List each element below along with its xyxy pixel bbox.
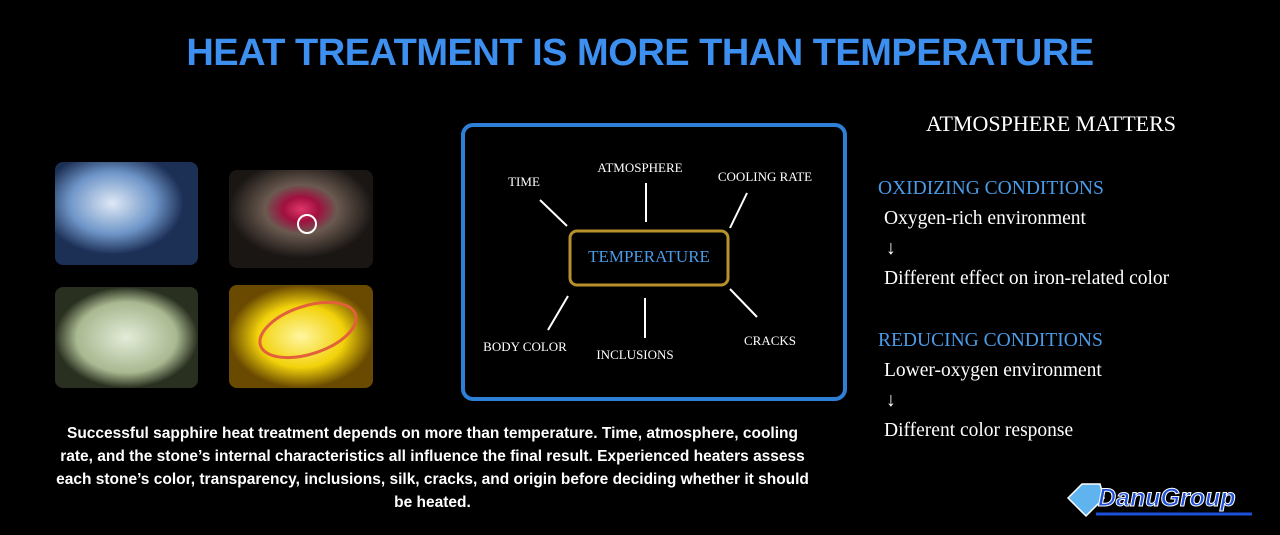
factor-label: ATMOSPHERE xyxy=(597,160,683,175)
logo: DanuGroup xyxy=(1098,484,1236,513)
diagram-frame xyxy=(461,123,847,401)
factor-label: BODY COLOR xyxy=(483,339,567,354)
section-arrow: ↓ xyxy=(886,390,896,411)
factor-label: TIME xyxy=(508,174,540,189)
photo xyxy=(55,287,198,388)
spoke xyxy=(729,192,748,229)
center-box xyxy=(568,229,730,287)
photo xyxy=(55,162,198,265)
section-heading: OXIDIZING CONDITIONS xyxy=(878,178,1104,199)
description: Successful sapphire heat treatment depen… xyxy=(56,425,809,511)
spoke xyxy=(539,199,568,227)
title: HEAT TREATMENT IS MORE THAN TEMPERATURE xyxy=(186,32,1094,74)
center-label: TEMPERATURE xyxy=(588,247,710,266)
sidebar-title: ATMOSPHERE MATTERS xyxy=(926,111,1176,136)
factor-label: INCLUSIONS xyxy=(596,347,674,362)
photo xyxy=(229,285,373,388)
factor-label: COOLING RATE xyxy=(717,169,813,184)
section-text: Different color response xyxy=(884,420,1074,441)
section-text: Lower-oxygen environment xyxy=(884,360,1102,381)
section-text: Different effect on iron-related color xyxy=(884,268,1170,289)
photo-marker xyxy=(297,214,317,234)
spoke xyxy=(547,295,569,331)
logo-gem xyxy=(1066,483,1105,518)
photo xyxy=(229,170,373,268)
photo-marker xyxy=(258,300,358,360)
section-text: Oxygen-rich environment xyxy=(884,208,1086,229)
section-heading: REDUCING CONDITIONS xyxy=(878,330,1103,351)
spoke xyxy=(729,288,758,318)
factor-label: CRACKS xyxy=(743,333,797,348)
section-arrow: ↓ xyxy=(886,238,896,259)
